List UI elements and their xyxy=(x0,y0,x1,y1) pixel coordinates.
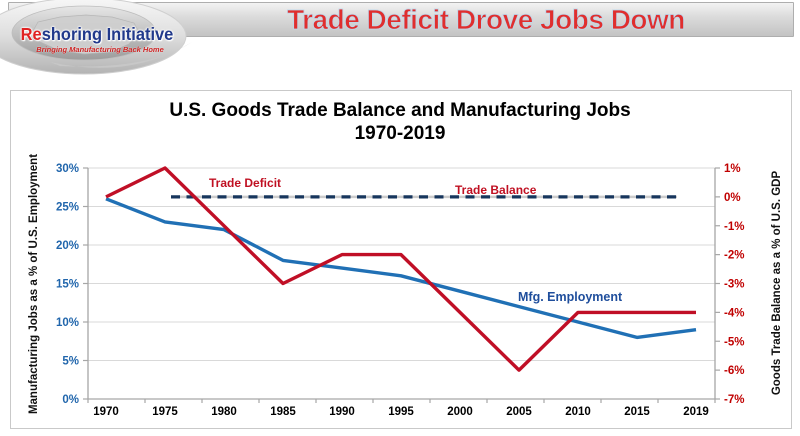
page-title: Trade Deficit Drove Jobs Down xyxy=(287,3,686,35)
logo-wordmark: Reshoring Initiative xyxy=(11,24,182,45)
chart-title-line1: U.S. Goods Trade Balance and Manufacturi… xyxy=(169,100,631,121)
mfg-employment-series-label: Mfg. Employment xyxy=(518,290,623,304)
chart-title-line2: 1970-2019 xyxy=(354,123,446,144)
right-axis-title: Goods Trade Balance as a % of U.S. GDP xyxy=(771,170,783,396)
trade-balance-series-label: Trade Balance xyxy=(455,183,537,197)
logo-wordmark-re: Re xyxy=(20,24,42,44)
reshoring-initiative-logo: Reshoring Initiative Bringing Manufactur… xyxy=(0,0,198,80)
logo-wordmark-rest: shoring Initiative xyxy=(41,24,174,44)
logo-tagline: Bringing Manufacturing Back Home xyxy=(36,45,164,54)
chart-title: U.S. Goods Trade Balance and Manufacturi… xyxy=(10,99,790,145)
trade-deficit-series-label: Trade Deficit xyxy=(209,176,282,190)
logo-swoosh xyxy=(50,42,192,68)
logo-ellipse-graphic xyxy=(0,0,192,75)
left-axis-title: Manufacturing Jobs as a % of U.S. Employ… xyxy=(28,153,40,415)
usa-map-silhouette-icon xyxy=(32,14,140,55)
